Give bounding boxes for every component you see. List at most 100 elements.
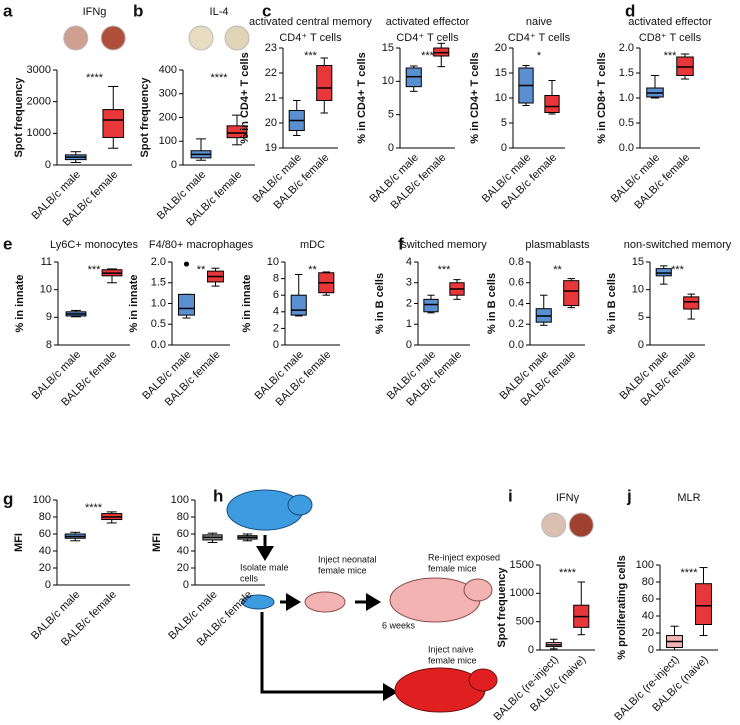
panel-title: CD4⁺ T cells [396, 32, 459, 44]
panel-title: activated central memory [249, 16, 372, 28]
y-tick-label: 6 [273, 289, 279, 301]
arrow [260, 612, 398, 701]
box [316, 65, 333, 101]
y-tick-label: 0.5 [619, 117, 634, 129]
panel-label: c [262, 1, 271, 20]
y-tick-label: 100 [171, 494, 189, 506]
y-tick-label: 0.8 [509, 256, 524, 268]
significance: *** [664, 50, 678, 62]
y-axis-label: Spot frequency [13, 77, 25, 158]
y-tick-label: 9 [46, 311, 52, 323]
significance: *** [438, 264, 452, 276]
panel-title: MLR [677, 492, 700, 504]
diagram-text: female mice [428, 563, 477, 573]
y-tick-label: 15 [495, 67, 507, 79]
y-tick-label: 100 [33, 494, 51, 506]
y-axis-label: % in CD8+ T cells [596, 52, 608, 143]
y-tick-label: 0 [501, 142, 507, 154]
box [563, 280, 580, 307]
significance: *** [304, 50, 318, 62]
box [423, 298, 439, 313]
panel-label: j [626, 486, 632, 505]
significance: ** [308, 264, 317, 276]
y-tick-label: 0 [45, 159, 51, 171]
diagram-text: Inject neonatal [318, 554, 377, 564]
diagram: h Isolate male cells Inject neonatal fem… [213, 486, 500, 713]
y-tick-label: 0 [273, 339, 279, 351]
y-tick-label: 4 [273, 306, 279, 318]
y-axis-label: % in CD4+ T cells [469, 52, 481, 143]
y-tick-label: 0 [183, 579, 189, 591]
y-tick-label: 3000 [27, 64, 51, 76]
y-tick-label: 40 [39, 545, 51, 557]
y-tick-label: 0 [648, 644, 654, 656]
panel-title: non-switched memory [624, 239, 732, 251]
y-tick-label: 0 [406, 339, 412, 351]
y-tick-label: 23 [265, 42, 277, 54]
y-tick-label: 0.4 [509, 297, 524, 309]
mouse-head [287, 494, 313, 516]
panel-title: switched memory [401, 239, 487, 251]
panel-title: naive [526, 16, 552, 28]
y-tick-label: 1000 [27, 127, 51, 139]
panel-title: Ly6C+ monocytes [50, 239, 138, 251]
y-tick-label: 100 [159, 135, 177, 147]
well-image [100, 25, 126, 51]
y-tick-label: 10 [495, 92, 507, 104]
well-image [541, 512, 567, 538]
y-tick-label: 0.0 [619, 142, 634, 154]
panel-title: plasmablasts [525, 239, 590, 251]
panel-title: IL-4 [210, 6, 229, 18]
y-tick-label: 4 [406, 256, 412, 268]
panel-label: f [398, 234, 404, 253]
y-tick-label: 20 [642, 627, 654, 639]
box [178, 293, 195, 316]
diagram-text: 6 weeks [382, 620, 416, 630]
y-tick-label: 5 [388, 109, 394, 121]
x-tick-label: BALB/c female [632, 152, 692, 212]
y-tick-label: 21 [265, 92, 277, 104]
y-tick-label: 2000 [27, 96, 51, 108]
y-tick-label: 40 [177, 545, 189, 557]
y-axis-label: % in B cells [374, 273, 386, 334]
y-tick-label: 2 [406, 297, 412, 309]
mouse [304, 591, 346, 613]
y-tick-label: 0.0 [509, 339, 524, 351]
well-image [568, 512, 594, 538]
y-tick-label: 20 [177, 562, 189, 574]
y-axis-label: % in CD4+ T cells [239, 52, 251, 143]
panel-title: activated effector [628, 16, 712, 28]
outlier [184, 261, 189, 267]
y-tick-label: 0.2 [509, 318, 524, 330]
panel-title: IFNg [83, 6, 107, 18]
y-tick-label: 20 [495, 42, 507, 54]
y-tick-label: 20 [265, 117, 277, 129]
box [226, 125, 248, 139]
mouse-head [463, 578, 493, 602]
y-tick-label: 1.0 [151, 297, 166, 309]
y-tick-label: 200 [159, 111, 177, 123]
panel-title: mDC [300, 239, 325, 251]
y-tick-label: 0.5 [151, 318, 166, 330]
y-tick-label: 0 [638, 339, 644, 351]
y-tick-label: 80 [177, 511, 189, 523]
panel-label: e [3, 234, 12, 253]
y-tick-label: 60 [177, 528, 189, 540]
y-tick-label: 1500 [510, 559, 534, 571]
box [655, 268, 672, 277]
y-tick-label: 100 [636, 559, 654, 571]
box [695, 583, 712, 626]
diagram-text: Inject naive [428, 644, 474, 654]
significance: *** [88, 264, 102, 276]
y-tick-label: 20 [39, 562, 51, 574]
diagram-text: cells [240, 573, 259, 583]
y-tick-label: 60 [39, 528, 51, 540]
y-tick-label: 0 [45, 579, 51, 591]
y-tick-label: 1.0 [619, 92, 634, 104]
y-tick-label: 10 [632, 284, 644, 296]
y-tick-label: 10 [382, 75, 394, 87]
y-tick-label: 5 [501, 117, 507, 129]
y-tick-label: 19 [265, 142, 277, 154]
panel-title: IFNγ [556, 492, 580, 504]
